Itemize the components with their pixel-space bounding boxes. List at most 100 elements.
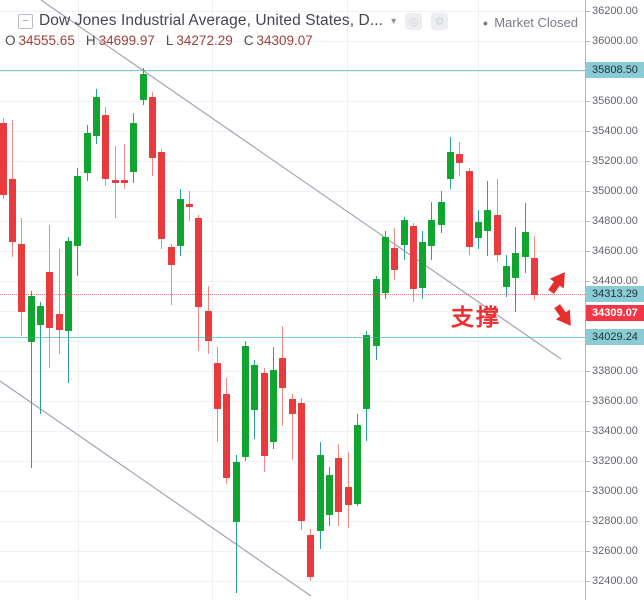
candle-body [92,96,100,136]
alert-price-line [0,336,585,338]
candle-body [391,248,399,271]
candle-body [530,257,538,295]
horizontal-gridline [0,191,585,192]
last-price-badge[interactable]: 34309.07 [586,305,644,322]
candle-body [242,346,249,458]
price-axis-label: 34800.00 [592,215,638,227]
candle-body [27,295,35,342]
candle-body [521,231,529,257]
hollow-circle-icon[interactable]: ◎ [405,12,423,30]
candle-body [260,373,268,457]
legend-collapse-icon[interactable]: − [18,13,33,29]
candle-wick [291,394,293,460]
price-axis-label: 32800.00 [592,515,638,527]
descending-trendline[interactable] [0,380,312,597]
candle-body [372,278,380,346]
axis-tick-mark [585,251,590,252]
axis-tick-mark [585,431,590,432]
candle-body [316,455,324,531]
candle-body [64,240,72,332]
candle-body [270,370,277,442]
chevron-down-icon[interactable]: ▾ [391,15,397,27]
candle-wick [170,243,172,305]
horizontal-gridline [0,371,585,372]
support-price-line [0,294,585,295]
price-axis-label: 33400.00 [592,425,638,437]
settings-gear-icon[interactable]: ⚙ [431,12,449,30]
candle-body [381,236,389,294]
vertical-gridline [347,0,348,600]
candle-body [37,306,44,325]
support-annotation-label[interactable]: 支撑 [451,304,501,330]
price-axis-label: 35600.00 [592,95,638,107]
candle-body [409,226,417,290]
price-axis-border [585,0,586,600]
price-axis-label: 33200.00 [592,455,638,467]
market-status: ● Market Closed [483,15,578,30]
candle-body [456,153,464,163]
descending-trendline[interactable] [40,0,562,360]
price-axis-label: 36200.00 [592,5,638,17]
price-axis-label: 35000.00 [592,185,638,197]
candle-body [344,486,352,505]
candle-body [111,179,119,183]
axis-tick-mark [585,551,590,552]
candle-body [176,198,184,247]
horizontal-gridline [0,251,585,252]
candle-body [335,457,343,513]
candle-body [102,114,110,179]
candle-body [83,132,91,174]
up-arrow-annotation[interactable] [544,267,572,296]
candle-wick [30,291,32,468]
candle-body [251,365,259,411]
ohlc-letter: C [243,33,254,48]
down-arrow-annotation[interactable] [550,301,578,330]
candle-body [158,152,166,239]
candle-body [130,123,138,173]
horizontal-gridline [0,221,585,222]
candle-body [18,243,26,313]
market-status-label: Market Closed [494,15,578,30]
axis-tick-mark [585,281,590,282]
price-axis-label: 34600.00 [592,245,638,257]
axis-tick-mark [585,131,590,132]
candle-body [279,357,287,389]
candle-body [139,73,147,100]
candle-wick [40,301,41,415]
candle-body [46,272,54,329]
candle-body [0,123,7,195]
price-level-badge[interactable]: 34029.24 [586,328,644,345]
status-dot-icon: ● [482,17,489,28]
vertical-gridline [478,0,479,600]
candle-body [503,266,510,287]
ohlc-letter: O [5,33,16,48]
vertical-gridline [212,0,213,600]
price-level-badge[interactable]: 35808.50 [586,61,644,78]
ohlc-values-row: O 34555.65 H 34699.97 L 34272.29 C 34309.07 [5,33,313,48]
candle-wick [58,249,60,355]
horizontal-gridline [0,491,585,492]
candle-body [186,204,194,208]
ohlc-letter: L [165,33,174,48]
horizontal-gridline [0,341,585,342]
candle-body [214,362,222,410]
horizontal-gridline [0,101,585,102]
symbol-title[interactable]: Dow Jones Industrial Average, United Sta… [39,12,384,29]
axis-tick-mark [585,521,590,522]
horizontal-gridline [0,551,585,552]
candle-body [74,175,82,247]
price-axis-label: 36000.00 [592,35,638,47]
candle-body [363,335,371,409]
price-axis-label: 35200.00 [592,155,638,167]
vertical-gridline [78,0,79,600]
price-level-badge[interactable]: 34313.29 [586,286,644,302]
horizontal-gridline [0,131,585,132]
candle-body [120,179,128,183]
horizontal-gridline [0,161,585,162]
ohlc-item: H 34699.97 [86,33,155,48]
